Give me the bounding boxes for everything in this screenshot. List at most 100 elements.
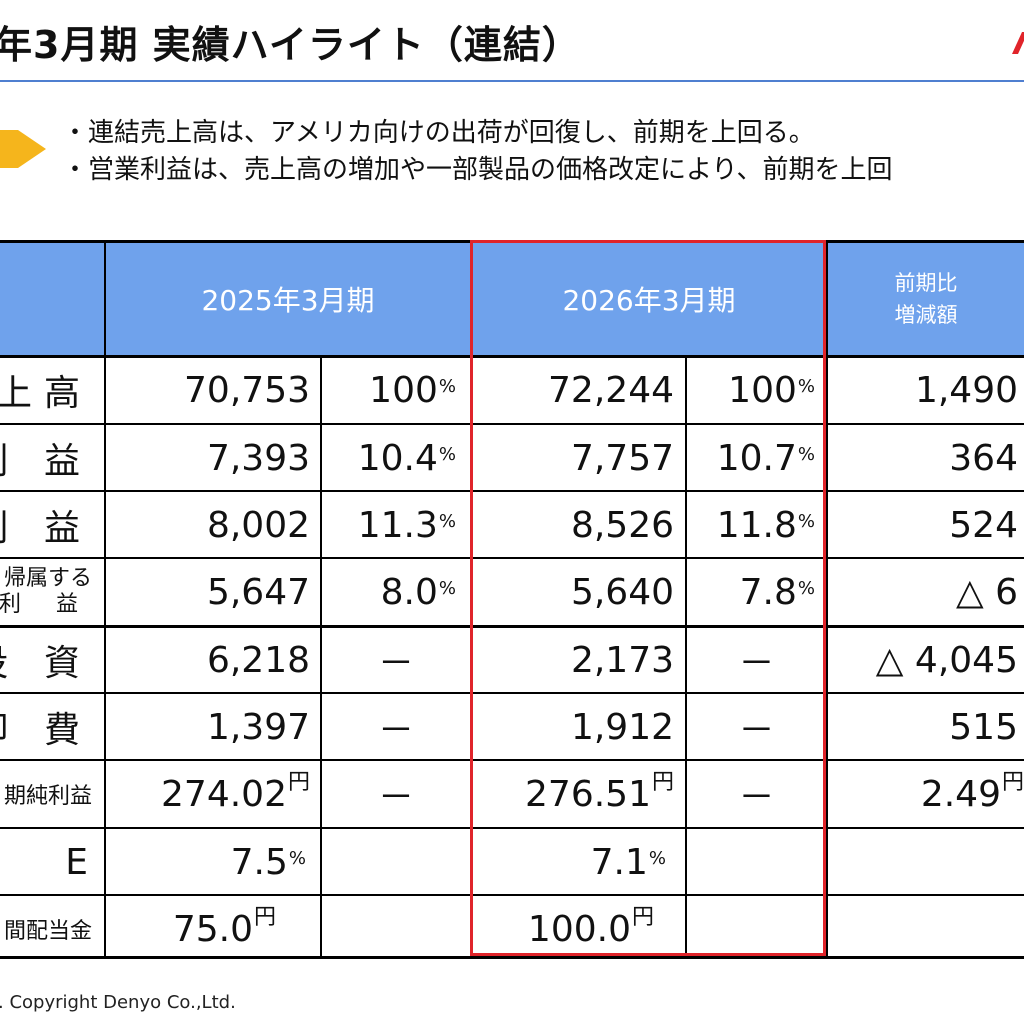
cell-unit: % — [797, 510, 815, 532]
row-label: 利 益 — [0, 492, 92, 558]
header-change-line2: 増減額 — [894, 302, 958, 327]
fy2025-value: 5,647 — [106, 559, 310, 625]
cell-unit: 円 — [1001, 770, 1024, 795]
cell-value: － — [377, 710, 414, 751]
fy2026-value: 100.0 円 — [472, 896, 654, 962]
fy2026-ratio: 11.8% — [687, 492, 815, 558]
highlight-bullets: ・連結売上高は、アメリカ向けの出荷が回復し、前期を上回る。 ・営業利益は、売上高… — [62, 115, 892, 189]
fy2026-value: 2,173 — [472, 627, 674, 693]
cell-value: 75.0 — [172, 908, 253, 950]
table-row-border — [0, 827, 1024, 829]
row-label-text: 投 資 — [0, 643, 92, 684]
fy2025-ratio: 8.0% — [322, 559, 456, 625]
table-row-border — [0, 894, 1024, 896]
bullet-operating-profit: ・営業利益は、売上高の増加や一部製品の価格改定により、前期を上回 — [62, 155, 893, 185]
fy2025-value: 274.02 円 — [106, 761, 310, 827]
change-value: △ 6 — [828, 559, 1018, 625]
cell-value: － — [738, 643, 775, 684]
cell-value: 1,397 — [206, 706, 310, 748]
row-label: E — [0, 829, 92, 895]
cell-unit: 円 — [253, 905, 276, 930]
cell-value: 276.51 — [525, 773, 651, 815]
fy2025-value: 8,002 — [106, 492, 310, 558]
cell-value: 5,647 — [206, 571, 310, 613]
row-label: 利 益 — [0, 425, 92, 491]
cell-value: 7.8 — [739, 571, 797, 613]
table-row-border — [0, 423, 1024, 425]
cell-value: 11.8 — [716, 504, 797, 546]
cell-value: － — [377, 777, 414, 818]
table-row-border — [0, 490, 1024, 492]
change-value: 515 — [828, 694, 1018, 760]
cell-value: 8,002 — [206, 504, 310, 546]
cell-value: 5,640 — [570, 571, 674, 613]
cell-value: 100.0 — [527, 908, 631, 950]
cell-value: 7,757 — [570, 437, 674, 479]
cell-value: △ 4,045 — [875, 639, 1018, 681]
cell-value: 7,393 — [206, 437, 310, 479]
cell-value: 274.02 — [161, 773, 287, 815]
fy2025-value: 7,393 — [106, 425, 310, 491]
cell-value: 8.0 — [380, 571, 438, 613]
row-label: 期純利益 — [0, 761, 92, 827]
cell-value: 1,912 — [570, 706, 674, 748]
cell-unit: % — [438, 577, 456, 599]
cell-unit: 円 — [631, 905, 654, 930]
row-label: 帰属する利 益 — [0, 559, 92, 625]
cell-value: 100 — [369, 369, 438, 411]
table-row-border — [0, 759, 1024, 761]
cell-value: 515 — [949, 706, 1018, 748]
cell-unit: 円 — [287, 770, 310, 795]
row-label: 却 費 — [0, 694, 92, 760]
cell-value: 6,218 — [206, 639, 310, 681]
fy2026-ratio: 10.7% — [687, 425, 815, 491]
fy2025-ratio: 100% — [322, 357, 456, 423]
header-fy2026: 2026年3月期 — [472, 242, 826, 355]
table-column-border — [104, 240, 106, 956]
cell-value: 2,173 — [570, 639, 674, 681]
change-value: 2.49 円 — [828, 761, 1024, 827]
row-label-text: 間配当金 — [3, 919, 92, 944]
row-label-text: 利 益 — [0, 441, 92, 482]
fy2026-value: 5,640 — [472, 559, 674, 625]
copyright-footer: . Copyright Denyo Co.,Ltd. — [0, 992, 236, 1013]
bullet-sales: ・連結売上高は、アメリカ向けの出荷が回復し、前期を上回る。 — [62, 118, 815, 148]
fy2026-value: 1,912 — [472, 694, 674, 760]
cell-unit: % — [438, 443, 456, 465]
row-label-text: 却 費 — [0, 710, 92, 751]
fy2026-value: 72,244 — [472, 357, 674, 423]
table-row-border — [0, 240, 1024, 243]
cell-value: － — [738, 777, 775, 818]
cell-unit: % — [797, 375, 815, 397]
row-label-line2: 利 益 — [0, 592, 92, 617]
fy2025-ratio: － — [322, 627, 470, 693]
fy2025-value: 75.0 円 — [106, 896, 276, 962]
row-label-line1: 帰属する — [3, 566, 92, 591]
cell-value: 10.4 — [357, 437, 438, 479]
row-label: 投 資 — [0, 627, 92, 693]
title-divider — [0, 80, 1024, 82]
cell-unit: % — [648, 847, 666, 869]
fy2026-ratio: 7.8% — [687, 559, 815, 625]
fy2026-value: 8,526 — [472, 492, 674, 558]
cell-value: － — [738, 710, 775, 751]
cell-value: 11.3 — [357, 504, 438, 546]
row-label-text: E — [65, 841, 88, 883]
cell-value: △ 6 — [955, 571, 1018, 613]
fy2025-ratio: － — [322, 694, 470, 760]
cell-value: 72,244 — [548, 369, 674, 411]
cell-value: 10.7 — [716, 437, 797, 479]
fy2025-ratio: 10.4% — [322, 425, 456, 491]
header-change: 前期比 増減額 — [828, 242, 1024, 355]
fy2026-ratio: － — [687, 694, 826, 760]
fy2025-ratio: － — [322, 761, 470, 827]
header-blank — [0, 242, 104, 355]
fy2025-ratio: 11.3% — [322, 492, 456, 558]
cell-value: 100 — [728, 369, 797, 411]
fy2026-ratio: － — [687, 627, 826, 693]
header-fy2025: 2025年3月期 — [106, 242, 470, 355]
table-row-border — [0, 692, 1024, 694]
header-change-line1: 前期比 — [894, 270, 958, 295]
fy2026-value: 7.1% — [472, 829, 666, 895]
fy2025-value: 6,218 — [106, 627, 310, 693]
